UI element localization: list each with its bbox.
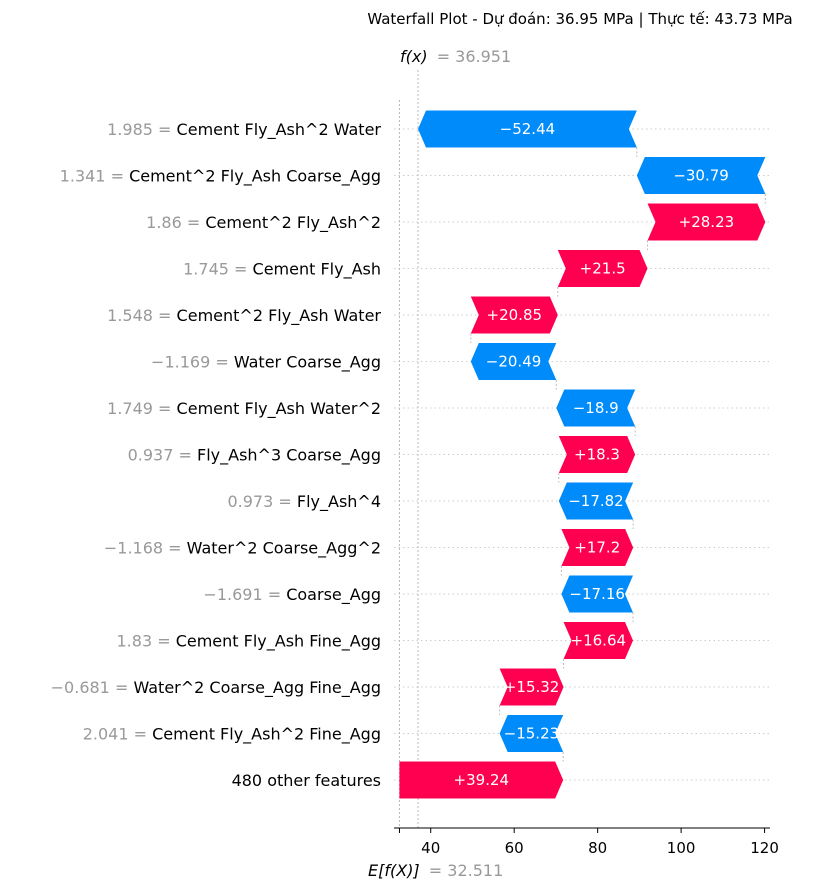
feature-name: Cement^2 Fly_Ash^2 (205, 213, 381, 233)
feature-label: 480 other features (232, 771, 381, 790)
feature-label: −0.681 = Water^2 Coarse_Agg Fine_Agg (51, 678, 381, 698)
feature-label: 1.985 = Cement Fly_Ash^2 Water (107, 120, 381, 140)
x-axis: 40 60 80 100 120 (394, 827, 779, 857)
x-tick-label: 100 (667, 839, 696, 857)
feature-label: −1.691 = Coarse_Agg (203, 585, 381, 605)
bar-value-label: −20.49 (486, 353, 542, 371)
bar-value-label: +18.3 (574, 446, 620, 464)
bar-value-label: +20.85 (487, 306, 543, 324)
feature-name: Cement Fly_Ash^2 Fine_Agg (152, 725, 381, 745)
feature-value: −0.681 = (51, 678, 134, 697)
feature-value: 1.985 = (107, 120, 176, 139)
feature-value: 1.86 = (146, 213, 205, 232)
x-tick-label: 40 (421, 839, 440, 857)
feature-label: 0.973 = Fly_Ash^4 (227, 492, 381, 512)
bar-value-label: −30.79 (673, 167, 729, 185)
feature-value: −1.168 = (104, 539, 187, 558)
feature-value: 0.937 = (128, 446, 197, 465)
feature-name: Coarse_Agg (286, 585, 381, 605)
contribution-bar (499, 715, 564, 752)
fx-name: f(x) (400, 47, 428, 66)
x-tick-label: 80 (588, 839, 607, 857)
chart-title: Waterfall Plot - Dự đoán: 36.95 MPa | Th… (367, 10, 792, 28)
feature-name: Water^2 Coarse_Agg Fine_Agg (133, 678, 381, 698)
bar-value-label: +39.24 (454, 771, 510, 789)
contribution-bars: −52.44 −30.79 +28.23 +21.5 +20.85 −20.49 −18.9… (399, 110, 766, 799)
feature-label: 1.548 = Cement^2 Fly_Ash Water (107, 306, 381, 326)
bar-value-label: +21.5 (580, 260, 626, 278)
feature-name: Cement^2 Fly_Ash Water (177, 306, 382, 326)
reference-lines (398, 70, 419, 828)
contribution-bar (558, 482, 634, 520)
fx-value: = 36.951 (437, 47, 511, 66)
feature-label: 1.86 = Cement^2 Fly_Ash^2 (146, 213, 381, 233)
contribution-bar (561, 575, 633, 613)
bar-value-label: −17.16 (569, 585, 625, 603)
feature-value: 1.749 = (107, 399, 176, 418)
feature-name: Fly_Ash^4 (297, 492, 381, 512)
feature-name: 480 other features (232, 771, 381, 790)
bar-value-label: +28.23 (679, 213, 735, 231)
bar-value-label: −17.82 (568, 492, 624, 510)
feature-labels: 1.985 = Cement Fly_Ash^2 Water 1.341 = Ce… (51, 120, 382, 790)
contribution-bar (556, 389, 636, 427)
feature-label: −1.169 = Water Coarse_Agg (151, 353, 381, 373)
base-name: E[f(X)] (368, 861, 420, 880)
contribution-bar (636, 157, 766, 194)
base-value-label: E[f(X)] = 32.511 (368, 861, 503, 880)
bar-value-label: −52.44 (500, 120, 556, 138)
feature-value: 1.341 = (60, 167, 129, 186)
feature-label: 1.745 = Cement Fly_Ash (183, 260, 381, 280)
feature-name: Cement Fly_Ash Water^2 (177, 399, 381, 419)
bar-value-label: −18.9 (573, 399, 619, 417)
feature-label: 2.041 = Cement Fly_Ash^2 Fine_Agg (83, 725, 381, 745)
feature-value: −1.691 = (203, 585, 286, 604)
contribution-bar (470, 343, 557, 380)
bar-value-label: +17.2 (574, 539, 620, 557)
feature-value: 1.83 = (117, 632, 176, 651)
feature-label: −1.168 = Water^2 Coarse_Agg^2 (104, 539, 381, 559)
feature-value: 0.973 = (227, 492, 296, 511)
feature-label: 1.83 = Cement Fly_Ash Fine_Agg (117, 632, 382, 652)
feature-name: Cement Fly_Ash Fine_Agg (176, 632, 381, 652)
bar-value-label: +16.64 (571, 632, 627, 650)
contribution-bar (561, 529, 634, 566)
feature-name: Cement Fly_Ash^2 Water (177, 120, 382, 140)
contribution-bar (399, 761, 564, 799)
feature-name: Fly_Ash^3 Coarse_Agg (197, 446, 381, 466)
bar-value-label: −15.23 (504, 725, 560, 743)
x-tick-label: 60 (505, 839, 524, 857)
feature-name: Water^2 Coarse_Agg^2 (187, 539, 381, 559)
contribution-bar (417, 110, 637, 148)
feature-label: 1.749 = Cement Fly_Ash Water^2 (107, 399, 381, 419)
contribution-bar (557, 250, 648, 287)
feature-value: 1.548 = (107, 306, 176, 325)
feature-value: −1.169 = (151, 353, 234, 372)
bar-value-label: +15.32 (504, 678, 560, 696)
fx-label: f(x) = 36.951 (400, 47, 511, 66)
feature-name: Water Coarse_Agg (234, 353, 381, 373)
feature-label: 1.341 = Cement^2 Fly_Ash Coarse_Agg (60, 167, 381, 187)
feature-value: 1.745 = (183, 260, 252, 279)
feature-name: Cement^2 Fly_Ash Coarse_Agg (129, 167, 381, 187)
contribution-bar (558, 436, 636, 473)
contribution-bar (499, 668, 564, 706)
base-value: = 32.511 (429, 861, 503, 880)
feature-value: 2.041 = (83, 725, 152, 744)
feature-name: Cement Fly_Ash (253, 260, 381, 280)
contribution-bar (470, 296, 558, 334)
contribution-bar (647, 203, 766, 241)
contribution-bar (563, 622, 633, 659)
feature-label: 0.937 = Fly_Ash^3 Coarse_Agg (128, 446, 381, 466)
x-tick-label: 120 (750, 839, 779, 857)
